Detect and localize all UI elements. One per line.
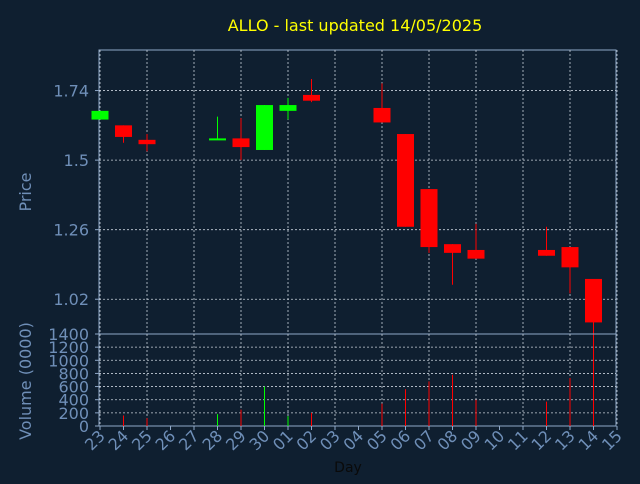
candle-body	[538, 249, 555, 256]
candle-body	[256, 105, 273, 150]
candle-body	[209, 138, 226, 141]
price-tick-label: 1.26	[53, 221, 89, 240]
volume-tick-label: 1200	[48, 338, 89, 357]
volume-axis-label: Volume (0000)	[16, 322, 35, 440]
candle-body	[467, 249, 485, 259]
volume-tick-label: 0	[79, 417, 89, 436]
volume-tick-label: 200	[58, 404, 89, 423]
candle-body	[138, 139, 156, 145]
chart-title: ALLO - last updated 14/05/2025	[228, 16, 483, 35]
price-panel-frame	[98, 49, 617, 335]
volume-tick-label: 600	[58, 378, 89, 397]
candle-body	[373, 107, 391, 123]
candle-body	[585, 278, 602, 323]
candle-body	[397, 134, 414, 227]
volume-tick-label: 1000	[48, 351, 89, 370]
candle-body	[115, 125, 132, 137]
candle-body	[561, 247, 579, 268]
candle-body	[303, 94, 320, 101]
volume-tick-label: 1400	[48, 325, 89, 344]
price-tick-label: 1.02	[53, 290, 89, 309]
candle-body	[420, 189, 438, 248]
price-tick-label: 1.74	[53, 82, 89, 101]
candle-body	[232, 138, 250, 148]
x-axis-label: Day	[334, 460, 362, 476]
candle-body	[444, 244, 461, 253]
volume-tick-label: 800	[58, 364, 89, 383]
candle-body	[91, 110, 109, 120]
volume-tick-label: 400	[58, 391, 89, 410]
price-tick-label: 1.5	[64, 151, 89, 170]
x-tick-label: 15	[598, 426, 626, 454]
volume-panel-frame	[98, 333, 617, 427]
candle-body	[279, 105, 297, 111]
x-tick-labels: 2324252627282930010203040506070809101112…	[81, 426, 626, 454]
price-panel: 1.74 1.5 1.26 1.02	[53, 49, 618, 349]
price-axis-label: Price	[16, 172, 35, 211]
